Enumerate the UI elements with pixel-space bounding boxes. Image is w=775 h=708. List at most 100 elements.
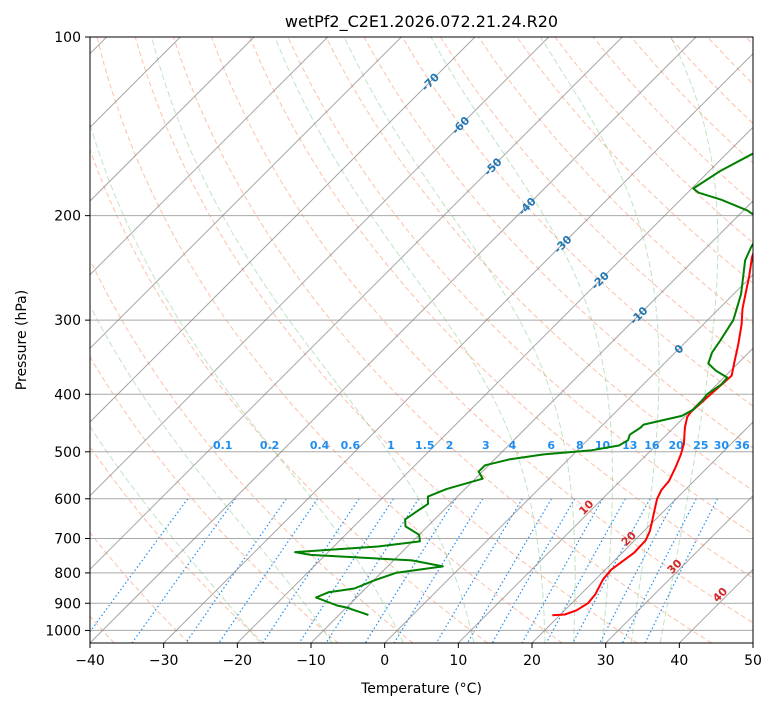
mixing-ratio-label: 0.2	[260, 439, 280, 452]
dry-adiabat-line	[172, 37, 712, 643]
mixing-ratio-label: 8	[576, 439, 584, 452]
isotherm-line	[90, 37, 623, 571]
dry-adiabat-line	[90, 445, 264, 643]
mixing-ratio-line	[262, 498, 360, 643]
mixing-ratio-label: 2	[446, 439, 454, 452]
isotherm-line	[384, 273, 753, 643]
sounding-series	[294, 152, 753, 617]
isotherm-line	[90, 37, 697, 643]
dry-adiabat-line	[90, 355, 339, 643]
mixing-ratio-label: 3	[482, 439, 490, 452]
moist-adiabat-line	[540, 37, 660, 643]
y-axis-label: Pressure (hPa)	[14, 290, 30, 390]
mixing-ratio-line	[218, 498, 319, 643]
y-tick-label: 300	[54, 313, 81, 329]
chart-title: wetPf2_C2E1.2026.072.21.24.R20	[285, 12, 558, 32]
mixing-ratio-line	[466, 498, 553, 643]
dry-adiabat-line	[90, 148, 488, 643]
mixing-ratio-lines	[90, 498, 719, 643]
isotherm-line	[236, 126, 753, 643]
y-axis: 100 200 300 400 500 600 700 800 900 1000	[45, 30, 90, 639]
isotherm-line	[90, 37, 402, 350]
isotherm-line	[531, 421, 753, 643]
mixing-ratio-label: 0.1	[213, 439, 233, 452]
x-tick-label: −30	[149, 653, 179, 669]
isotherm-line	[90, 37, 476, 423]
mixing-ratio-label: 25	[693, 439, 708, 452]
x-axis-label: Temperature (°C)	[360, 681, 482, 697]
y-tick-label: 900	[54, 596, 81, 612]
moist-adiabat-line	[659, 37, 719, 643]
dry-adiabat-line	[401, 37, 753, 407]
dry-adiabat-line	[516, 37, 753, 284]
isotherm-line	[163, 52, 753, 643]
mixing-ratio-label: 1.5	[415, 439, 435, 452]
mixing-ratio-label: 16	[644, 439, 660, 452]
mixing-ratio-label: 30	[714, 439, 730, 452]
mixing-ratio-line	[599, 498, 676, 643]
y-tick-label: 700	[54, 532, 81, 548]
mixing-ratio-label: 1	[387, 439, 395, 452]
dry-adiabat-line	[325, 37, 753, 492]
x-axis: −40 −30 −20 −10 0 10 20 30 40 50	[75, 643, 762, 669]
x-tick-label: −10	[296, 653, 326, 669]
x-tick-label: 0	[380, 653, 389, 669]
x-tick-label: 40	[670, 653, 688, 669]
mixing-ratio-label: 0.4	[310, 439, 330, 452]
moist-adiabat-line	[274, 37, 546, 643]
mixing-ratio-line	[393, 498, 484, 643]
x-tick-label: 30	[597, 653, 615, 669]
moist-adiabat-line	[90, 122, 404, 643]
y-tick-label: 1000	[45, 623, 81, 639]
x-tick-label: 50	[744, 653, 762, 669]
dry-adiabat-line	[249, 37, 753, 579]
mixing-ratio-line	[325, 498, 420, 643]
mixing-ratio-label: 20	[669, 439, 685, 452]
moist-adiabat-line	[430, 37, 613, 643]
plot-area: 0.1 0.2 0.4 0.6 1 1.5 2 3 4 6 8 10 13 16 20 25 30 36-70-6…	[90, 37, 753, 643]
y-tick-label: 800	[54, 566, 81, 582]
temperature-profile-line	[552, 251, 753, 617]
dry-adiabat-line	[211, 37, 753, 624]
mixing-ratio-label: 36	[734, 439, 750, 452]
moist-adiabat-line	[151, 37, 475, 643]
isotherm-line	[605, 494, 753, 643]
mixing-ratio-label: 4	[509, 439, 517, 452]
isotherm-line	[90, 37, 329, 276]
isotherm-line	[90, 37, 255, 202]
mixing-ratio-label: 6	[547, 439, 555, 452]
x-tick-label: 20	[523, 653, 541, 669]
y-tick-label: 500	[54, 445, 81, 461]
dry-adiabats	[90, 37, 753, 643]
y-tick-label: 600	[54, 492, 81, 508]
mixing-ratio-label: 0.6	[341, 439, 361, 452]
x-tick-label: −20	[223, 653, 253, 669]
moist-adiabat-line	[343, 37, 576, 643]
dry-adiabat-line	[90, 531, 190, 643]
isotherm-line	[457, 347, 753, 643]
dry-adiabat-line	[134, 37, 638, 643]
mixing-ratio-line	[364, 498, 457, 643]
y-tick-label: 400	[54, 387, 81, 403]
y-tick-label: 100	[54, 30, 81, 46]
mixing-ratio-line	[621, 498, 697, 643]
mixing-ratio-line	[298, 498, 394, 643]
mixing-ratio-line	[491, 498, 576, 643]
x-tick-label: −40	[75, 653, 105, 669]
isotherm-line	[90, 37, 550, 497]
moist-adiabats	[90, 37, 719, 643]
mixing-ratio-line	[644, 498, 719, 643]
isobars	[90, 37, 753, 631]
dry-adiabat-line	[439, 37, 753, 366]
x-tick-label: 10	[449, 653, 467, 669]
mixing-ratio-label: 13	[622, 439, 637, 452]
dewpoint-profile-line	[294, 152, 753, 616]
moist-adiabat-line	[90, 425, 261, 643]
mixing-ratio-line	[131, 498, 236, 643]
mixing-ratio-line	[185, 498, 287, 643]
y-tick-label: 200	[54, 209, 81, 225]
plot-frame	[89, 36, 754, 644]
dry-adiabat-line	[96, 37, 563, 643]
